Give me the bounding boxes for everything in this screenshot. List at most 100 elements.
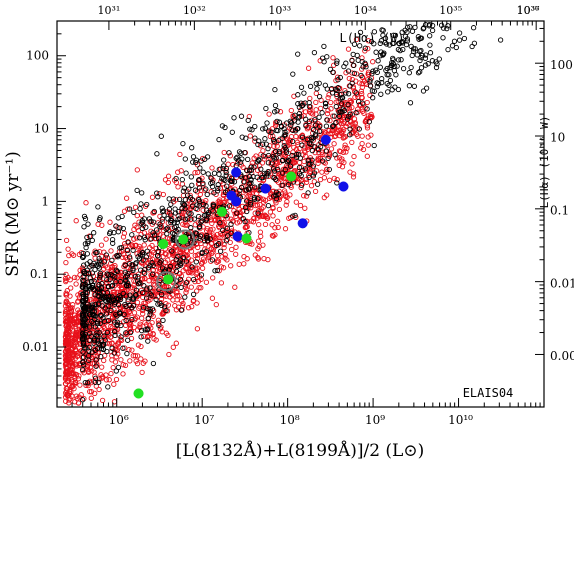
red-open-point [112,359,119,365]
red-open-point [209,220,215,227]
red-open-point [359,94,365,101]
black-open-point [309,147,316,154]
black-open-point [264,120,270,126]
black-open-point [299,134,306,140]
black-open-point [301,90,307,96]
red-open-point [344,145,350,151]
black-open-point [228,230,234,237]
black-open-point [228,178,234,185]
red-open-point [269,222,275,228]
red-open-point [326,177,333,183]
red-open-point [260,148,266,154]
black-open-point [203,203,209,209]
black-open-point [82,379,88,386]
red-open-point [228,263,234,269]
red-open-point [72,399,78,405]
red-open-point [63,374,69,380]
red-open-point [220,265,227,271]
black-open-point [265,145,271,152]
black-open-point [417,57,423,64]
red-open-point [63,259,69,266]
red-open-point [194,255,201,262]
black-open-point [82,331,88,338]
black-open-point [92,379,98,385]
red-open-point [137,321,143,327]
black-open-point [182,294,188,300]
black-open-point [91,337,98,344]
series-point [241,233,252,244]
red-open-point [245,205,251,211]
red-open-point [252,252,258,258]
red-open-point [315,157,321,163]
red-open-point [282,226,289,232]
black-open-point [279,182,285,188]
black-open-point [336,113,343,119]
black-open-point [223,238,230,244]
black-open-point [335,85,341,91]
black-open-point [200,169,206,175]
black-open-point [305,190,311,196]
black-open-point [293,151,300,158]
black-open-point [216,171,222,177]
black-open-point [115,301,122,308]
black-open-point [105,384,111,390]
red-open-point [177,151,183,158]
black-open-point [93,357,99,363]
black-open-point-group [79,21,504,403]
black-open-point [97,272,103,279]
black-open-point [188,211,194,217]
red-open-point [112,263,118,269]
black-open-point [97,312,104,318]
red-open-point [321,175,328,181]
black-open-point [163,307,169,314]
red-open-point [274,160,281,166]
red-open-point [118,285,125,291]
red-open-point [360,146,367,153]
black-open-point [99,343,106,349]
red-open-point [83,200,89,206]
red-open-point [62,357,69,363]
black-open-point [192,187,199,193]
black-open-point [197,165,203,171]
red-open-point [70,370,76,376]
black-open-point [332,152,338,158]
red-open-point [240,164,246,170]
red-open-point [268,194,274,200]
red-open-point [132,204,139,210]
black-open-point [179,205,185,211]
black-open-point [80,359,86,365]
red-open-point [182,222,188,228]
black-open-point [355,98,362,105]
black-open-point [272,86,278,93]
black-open-point [367,77,373,83]
red-open-point [137,323,143,329]
black-open-point [154,151,160,157]
black-open-point [341,107,348,114]
black-open-point [190,291,197,298]
black-open-point [120,345,126,351]
red-open-point [63,237,70,244]
black-open-point [124,247,131,254]
red-open-point [208,241,215,247]
black-open-point [166,206,173,212]
black-open-point [100,295,107,301]
red-open-point [107,334,114,340]
black-open-point [407,100,414,106]
red-open-point [72,336,79,343]
black-open-point [168,212,174,218]
black-open-point [398,57,404,63]
black-open-point [418,47,424,54]
red-open-point [196,284,202,291]
red-open-point [129,314,135,321]
black-open-point [282,166,288,173]
black-open-point [414,52,420,58]
black-open-point [139,250,146,256]
black-open-point [150,271,156,277]
black-open-point [265,128,272,134]
red-open-point [68,377,75,383]
black-open-point [189,196,196,203]
red-open-point [194,288,200,294]
black-open-point [239,134,245,140]
black-open-point [427,42,433,48]
red-open-point [307,107,313,113]
